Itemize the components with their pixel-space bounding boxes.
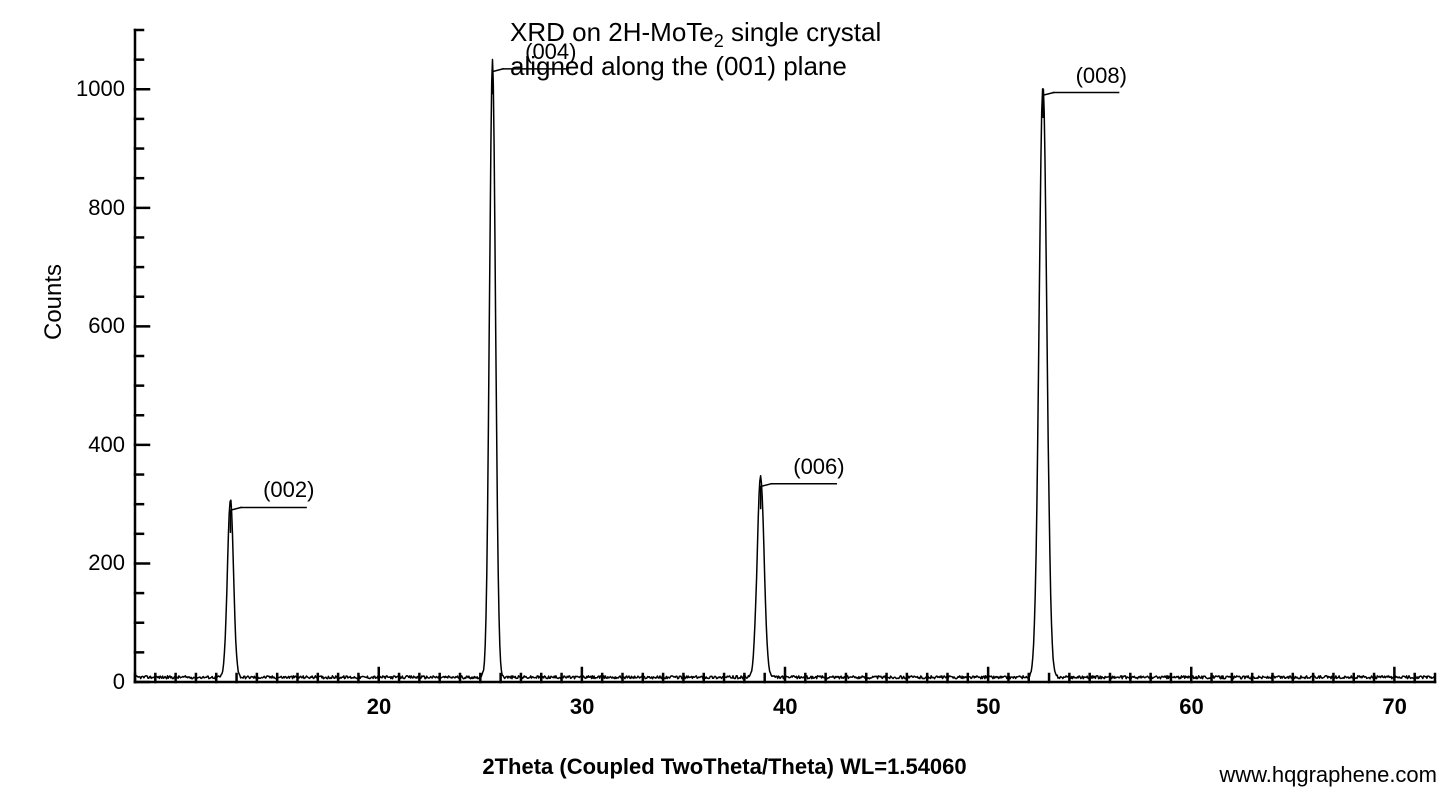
- peak-label: (004): [525, 39, 576, 65]
- x-tick-label: 60: [1179, 694, 1203, 720]
- x-tick-label: 30: [570, 694, 594, 720]
- y-tick-label: 1000: [76, 76, 125, 102]
- peak-label: (006): [793, 454, 844, 480]
- x-tick-label: 20: [367, 694, 391, 720]
- x-tick-label: 50: [976, 694, 1000, 720]
- plot-svg: [0, 0, 1449, 800]
- peak-label: (008): [1076, 63, 1127, 89]
- y-tick-label: 600: [88, 313, 125, 339]
- xrd-chart: XRD on 2H-MoTe2 single crystal aligned a…: [0, 0, 1449, 800]
- x-tick-label: 70: [1382, 694, 1406, 720]
- y-tick-label: 400: [88, 432, 125, 458]
- x-tick-label: 40: [773, 694, 797, 720]
- peak-label: (002): [263, 477, 314, 503]
- y-tick-label: 800: [88, 195, 125, 221]
- y-tick-label: 200: [88, 550, 125, 576]
- y-tick-label: 0: [113, 669, 125, 695]
